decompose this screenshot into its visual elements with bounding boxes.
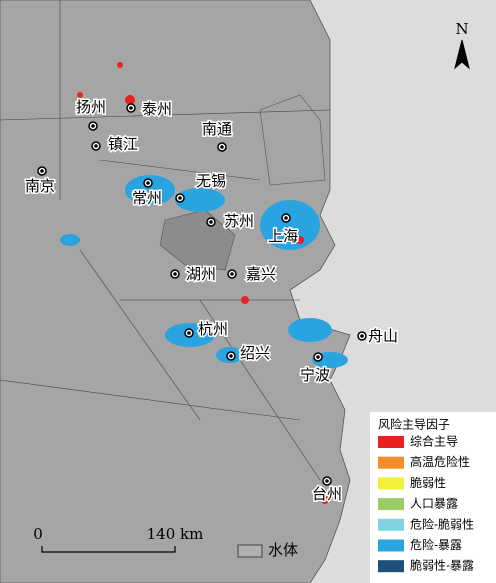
city-label: 南通: [202, 120, 232, 138]
legend-swatch: [378, 539, 404, 552]
legend-label: 危险-脆弱性: [410, 516, 474, 531]
city-dot: [94, 144, 98, 148]
city-label: 苏州: [224, 212, 254, 230]
city-label: 杭州: [198, 320, 228, 338]
legend-label: 人口暴露: [410, 497, 458, 511]
city-label: 上海: [268, 227, 298, 245]
urban-area: [77, 62, 329, 504]
legend-label: 危险-暴露: [410, 537, 462, 552]
city-dot: [284, 216, 288, 220]
city-dot: [360, 334, 364, 338]
boundary: [0, 0, 331, 481]
city-label: 绍兴: [240, 344, 270, 362]
city-label: 台州: [312, 485, 342, 503]
legend-swatch: [378, 436, 404, 448]
city-dot: [209, 220, 213, 224]
city-dot: [129, 106, 133, 110]
legend-title: 风险主导因子: [378, 417, 450, 432]
land: [0, 0, 351, 583]
city-label: 常州: [132, 189, 162, 207]
legend-swatch: [378, 560, 404, 573]
scale-end: 140 km: [147, 525, 204, 543]
city-dot: [220, 145, 224, 149]
city-label: 扬州: [76, 98, 106, 116]
city-dot: [91, 124, 95, 128]
city-dot: [316, 355, 320, 359]
legend-swatch: [378, 477, 404, 490]
city-label: 无锡: [196, 172, 226, 190]
legend-label: 综合主导: [410, 434, 458, 449]
legend-label: 高温危险性: [410, 454, 470, 469]
city-dot: [325, 479, 329, 483]
city-label: 镇江: [108, 135, 138, 153]
city-dot: [146, 181, 150, 185]
city-label: 舟山: [368, 327, 398, 345]
city-dot: [40, 169, 44, 173]
water-label: 水体: [268, 541, 298, 559]
city-dot: [230, 272, 234, 276]
city-dot: [229, 354, 233, 358]
city-label: 嘉兴: [246, 265, 276, 283]
legend-swatch: [378, 456, 404, 469]
north-arrow: N: [454, 20, 470, 70]
scale-start: 0: [33, 525, 43, 543]
legend-swatch: [378, 518, 404, 531]
city-dot: [187, 331, 191, 335]
city-label: 湖州: [186, 265, 216, 283]
city-dot: [173, 272, 177, 276]
scale-bar: 0 140 km: [33, 525, 204, 553]
city-dot: [178, 196, 182, 200]
north-label: N: [455, 20, 468, 38]
water-swatch: [237, 544, 263, 558]
city-label: 南京: [25, 177, 55, 195]
legend-label: 脆弱性: [410, 475, 446, 490]
land: [259, 94, 326, 186]
legend-swatch: [378, 498, 404, 511]
legend-label: 脆弱性-暴露: [410, 558, 474, 573]
city-label: 宁波: [300, 366, 330, 384]
city-label: 泰州: [142, 100, 172, 118]
